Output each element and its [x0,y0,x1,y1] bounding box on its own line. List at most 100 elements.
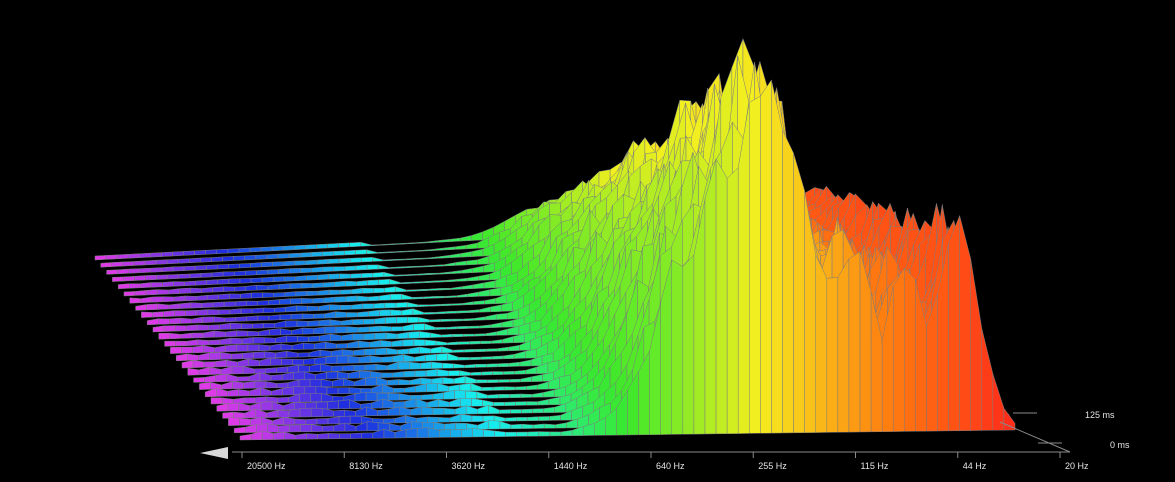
surface-segment [226,359,238,368]
surface-segment [201,287,213,293]
surface-segment [231,353,243,360]
surface-segment [411,281,424,284]
surface-segment [420,361,432,370]
surface-segment [123,276,135,282]
surface-segment [432,247,445,251]
surface-segment [282,245,295,251]
surface-segment [158,318,170,325]
surface-segment [233,255,245,261]
surface-segment [290,298,302,305]
surface-segment [194,250,206,256]
frequency-ticks: 20500 Hz 8130 Hz 3620 Hz 1440 Hz 640 Hz 255 H… [241,452,1089,471]
surface-segment [209,352,221,361]
surface-segment [433,280,446,283]
surface-segment [422,280,435,284]
surface-segment [385,332,398,340]
surface-segment [368,309,380,317]
surface-segment [310,393,322,403]
surface-segment [405,258,417,261]
surface-segment [324,311,336,319]
surface-segment [213,330,226,338]
surface-segment [117,283,130,290]
surface-segment [212,301,225,308]
surface-segment [455,277,468,282]
surface-segment [263,323,276,329]
surface-segment [446,326,458,330]
surface-segment [123,291,136,297]
surface-segment [383,271,396,277]
surface-segment [493,401,505,407]
surface-segment [452,333,464,338]
frequency-tick-label: 20500 Hz [247,461,286,471]
surface-segment [490,304,502,313]
surface-segment [240,308,253,314]
surface-segment [155,259,168,265]
surface-segment [209,366,222,375]
surface-segment [379,309,392,317]
surface-segment [229,293,241,300]
surface-segment [341,333,354,341]
surface-segment [150,252,162,258]
surface-segment [267,284,280,290]
surface-segment [201,302,214,308]
surface-segment [285,320,298,328]
surface-segment [260,387,272,396]
surface-segment [430,346,443,354]
surface-segment [422,265,434,268]
surface-segment [364,348,376,356]
surface-segment [481,386,494,391]
surface-segment [537,381,549,390]
surface-segment [172,266,185,272]
surface-segment [449,237,461,242]
surface-segment [401,308,414,316]
surface-segment [183,265,196,271]
surface-segment [156,274,169,280]
frequency-tick-label: 115 Hz [861,461,889,471]
surface-segment [217,264,229,270]
surface-segment [208,339,221,346]
surface-segment [426,240,439,244]
surface-segment [418,331,431,339]
surface-segment [213,316,225,323]
surface-segment [375,347,387,356]
surface-segment [386,361,399,371]
time-tick-label: 125 ms [1085,410,1115,420]
surface-segment [320,363,332,372]
surface-segment [715,157,728,435]
surface-segment [294,260,307,266]
surface-segment [344,265,357,271]
surface-segment [198,366,211,376]
surface-segment [436,369,449,377]
surface-segment [259,372,272,381]
surface-segment [162,281,174,288]
surface-segment [323,296,336,303]
surface-segment [350,273,363,279]
surface-segment [405,273,418,276]
surface-segment [549,431,562,437]
surface-segment [461,268,473,274]
surface-segment [249,247,262,253]
surface-segment [427,416,440,423]
surface-segment [262,307,275,314]
surface-segment [458,357,471,361]
surface-segment [487,379,499,384]
surface-segment [240,292,252,299]
surface-segment [313,326,326,335]
surface-segment [339,433,351,439]
surface-segment [173,295,186,302]
surface-segment [465,390,477,399]
surface-segment [316,259,329,265]
surface-segment [444,279,457,283]
surface-segment [190,287,202,294]
surface-segment [414,354,426,362]
surface-segment [216,248,229,254]
surface-segment [377,264,390,270]
surface-segment [220,366,233,375]
surface-segment [300,267,312,274]
surface-segment [424,339,437,346]
surface-segment [749,95,761,434]
surface-segment [127,253,140,259]
surface-segment [195,295,208,301]
surface-segment [401,293,413,300]
